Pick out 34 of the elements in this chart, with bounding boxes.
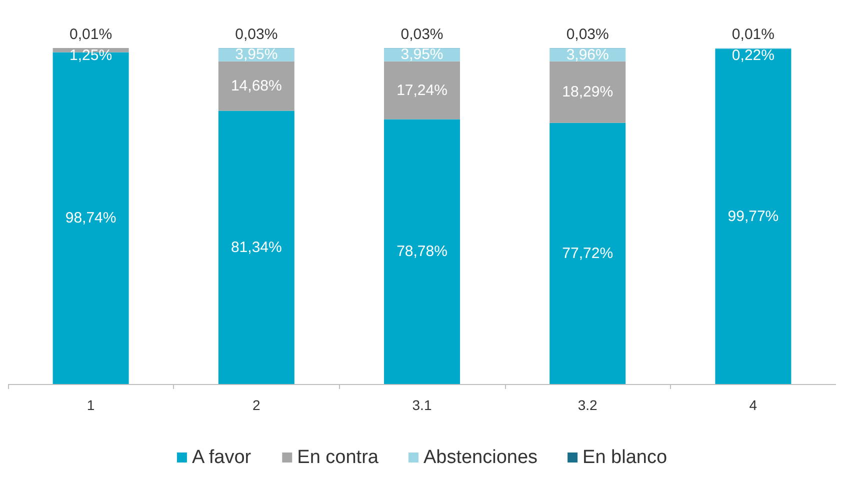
x-tick-label: 1	[86, 397, 95, 413]
bar	[550, 61, 626, 123]
data-label: 99,77%	[728, 208, 779, 225]
bar	[550, 122, 626, 384]
x-tick-label: 4	[749, 397, 758, 413]
data-label: 81,34%	[230, 238, 282, 256]
data-label: 0,01%	[70, 26, 112, 43]
x-tick-label: 2	[252, 397, 260, 413]
legend-label: En contra	[297, 447, 379, 468]
data-label: 3,95%	[235, 46, 278, 64]
data-label: 14,68%	[230, 78, 282, 95]
bar	[715, 48, 792, 384]
data-label: 3,95%	[400, 46, 444, 64]
data-label: 98,74%	[65, 210, 116, 227]
x-tick-label: 3.2	[578, 397, 598, 413]
data-label: 0,03%	[235, 26, 278, 43]
bar	[384, 61, 460, 120]
data-label: 0,01%	[732, 26, 774, 43]
data-label: 0,22%	[732, 47, 774, 64]
bar	[218, 110, 294, 384]
legend-label: A favor	[192, 447, 252, 468]
legend-label: En blanco	[582, 447, 668, 468]
data-label: 78,78%	[396, 243, 448, 260]
data-label: 18,29%	[562, 84, 614, 101]
data-label: 1,25%	[70, 47, 112, 64]
data-label: 17,24%	[396, 82, 448, 99]
legend-label: Abstenciones	[423, 447, 538, 468]
bar	[384, 119, 460, 384]
data-label: 0,03%	[566, 26, 609, 43]
bar	[218, 61, 294, 111]
data-label: 3,96%	[566, 46, 609, 64]
data-label: 0,03%	[400, 26, 444, 43]
data-label: 77,72%	[562, 244, 614, 262]
x-tick-label: 3.1	[412, 397, 432, 413]
